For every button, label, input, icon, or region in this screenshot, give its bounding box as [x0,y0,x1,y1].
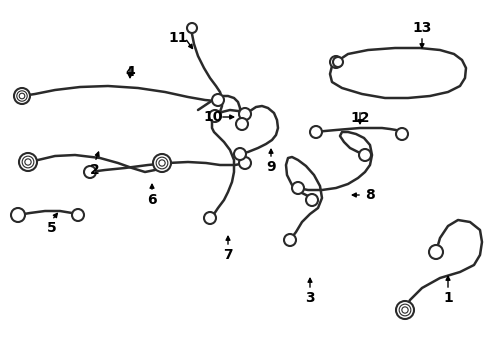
Text: 7: 7 [223,248,232,262]
Circle shape [234,148,245,160]
Text: 9: 9 [265,160,275,174]
Circle shape [428,245,442,259]
Circle shape [11,208,25,222]
Text: 12: 12 [349,111,369,125]
Text: 5: 5 [47,221,57,235]
Text: 3: 3 [305,291,314,305]
Circle shape [395,128,407,140]
Circle shape [84,166,96,178]
Circle shape [358,149,370,161]
Circle shape [239,108,250,120]
Text: 10: 10 [203,110,222,124]
Text: 1: 1 [442,291,452,305]
Circle shape [332,57,342,67]
Circle shape [309,126,321,138]
Circle shape [305,194,317,206]
Text: 11: 11 [168,31,187,45]
Circle shape [239,157,250,169]
Text: 2: 2 [90,163,100,177]
Circle shape [153,154,171,172]
Circle shape [329,56,341,68]
Circle shape [284,234,295,246]
Circle shape [212,94,224,106]
Circle shape [208,110,221,122]
Text: 13: 13 [411,21,431,35]
Circle shape [14,88,30,104]
Circle shape [236,118,247,130]
Circle shape [395,301,413,319]
Circle shape [72,209,84,221]
Circle shape [291,182,304,194]
Text: 4: 4 [125,65,135,79]
Circle shape [203,212,216,224]
Circle shape [19,153,37,171]
Circle shape [186,23,197,33]
Text: 8: 8 [365,188,374,202]
Text: 6: 6 [147,193,157,207]
